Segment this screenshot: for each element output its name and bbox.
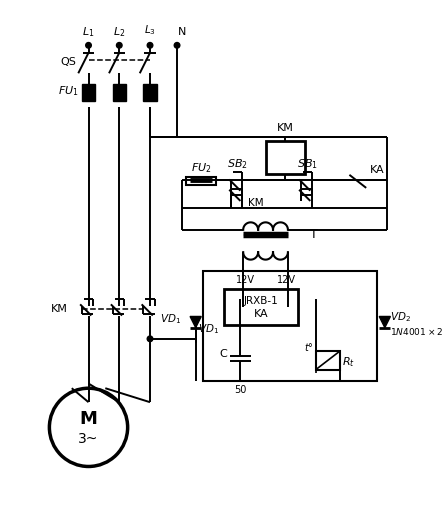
Text: 3~: 3~ <box>78 432 99 445</box>
Text: $1N4001\times2$: $1N4001\times2$ <box>390 326 443 337</box>
Circle shape <box>147 336 153 342</box>
Text: $L_2$: $L_2$ <box>113 25 126 39</box>
Circle shape <box>147 43 153 48</box>
Text: $t°$: $t°$ <box>304 341 314 353</box>
Text: 12V: 12V <box>277 275 295 285</box>
Bar <box>224 290 298 325</box>
Bar <box>186 177 216 185</box>
Text: $VD_1$: $VD_1$ <box>160 313 181 326</box>
Bar <box>82 83 95 101</box>
Bar <box>266 142 305 174</box>
Bar <box>143 83 156 101</box>
Text: JRXB-1: JRXB-1 <box>244 296 278 305</box>
Text: KA: KA <box>370 165 385 175</box>
Text: QS: QS <box>60 57 76 67</box>
Text: C: C <box>219 349 228 359</box>
Bar <box>203 271 377 381</box>
Text: T: T <box>310 228 318 241</box>
Bar <box>316 351 340 370</box>
Circle shape <box>86 43 91 48</box>
Text: $L_1$: $L_1$ <box>82 25 95 39</box>
Text: $L_3$: $L_3$ <box>144 23 156 37</box>
Text: $VD_1$: $VD_1$ <box>198 323 219 336</box>
Text: KM: KM <box>249 198 264 208</box>
Circle shape <box>174 43 180 48</box>
Text: 12V: 12V <box>236 275 254 285</box>
Bar <box>113 83 126 101</box>
Text: KM: KM <box>51 304 68 314</box>
Text: N: N <box>177 27 186 37</box>
Text: $SB_2$: $SB_2$ <box>227 157 248 171</box>
Text: $SB_1$: $SB_1$ <box>297 157 318 171</box>
Text: $FU_2$: $FU_2$ <box>191 161 211 175</box>
Text: KM: KM <box>277 123 294 133</box>
Text: KA: KA <box>253 308 268 319</box>
Polygon shape <box>379 317 390 328</box>
Text: M: M <box>80 410 97 428</box>
Polygon shape <box>190 317 201 328</box>
Text: $R_t$: $R_t$ <box>342 355 355 369</box>
Text: 50: 50 <box>234 385 247 395</box>
Text: $VD_2$: $VD_2$ <box>390 310 411 324</box>
Circle shape <box>117 43 122 48</box>
Text: $FU_1$: $FU_1$ <box>58 84 78 98</box>
